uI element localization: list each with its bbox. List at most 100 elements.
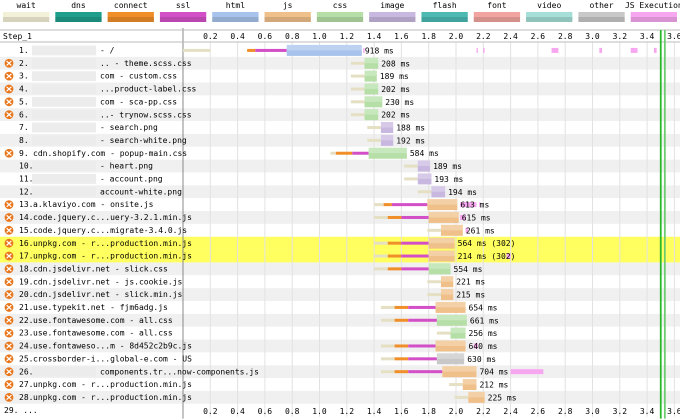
request-label: - / xyxy=(100,46,115,55)
row-background xyxy=(0,403,680,417)
ssl-bar xyxy=(408,370,443,374)
wait-bar xyxy=(367,138,381,142)
more-requests-label: 29. ... xyxy=(4,406,38,415)
ssl-bar xyxy=(408,344,436,348)
request-time: 230 ms xyxy=(385,98,414,107)
download-bar-highlight xyxy=(431,186,446,192)
legend-swatch xyxy=(212,12,259,22)
request-time: 704 ms xyxy=(479,368,508,377)
tick-label-bottom: 2.2 xyxy=(476,407,491,416)
request-time: 630 ms xyxy=(467,355,496,364)
legend-swatch-shade xyxy=(630,17,677,22)
request-time: 202 ms xyxy=(381,111,410,120)
request-time: 189 ms xyxy=(433,162,462,171)
legend-swatch-shade xyxy=(212,17,259,22)
row-background xyxy=(0,133,680,147)
legend-swatch xyxy=(264,12,311,22)
legend-swatch xyxy=(421,12,468,22)
download-bar xyxy=(436,353,465,365)
lock-icon-mark xyxy=(6,266,12,272)
row-background xyxy=(0,262,680,276)
download-bar-highlight xyxy=(440,289,454,295)
ssl-bar xyxy=(401,254,429,258)
row-background xyxy=(0,301,680,314)
wait-bar xyxy=(427,293,441,297)
tick-label-bottom: 0.4 xyxy=(230,407,245,416)
connect-bar xyxy=(383,203,392,207)
request-number: 12. xyxy=(19,187,33,196)
download-bar-highlight xyxy=(286,44,362,51)
ssl-bar xyxy=(391,203,428,207)
wait-bar xyxy=(417,190,432,194)
request-label: code.jquery.c...migrate-3.4.0.js xyxy=(33,226,187,235)
lock-icon-mark xyxy=(6,394,12,401)
lock-icon-mark xyxy=(6,317,12,323)
download-bar-highlight xyxy=(368,147,407,154)
legend-swatch-shade xyxy=(526,17,573,22)
legend-swatch xyxy=(3,12,50,22)
wait-bar xyxy=(436,331,451,335)
download-bar-highlight xyxy=(380,122,394,128)
legend-label-font: font xyxy=(487,1,506,10)
download-bar-highlight xyxy=(364,83,379,89)
download-bar xyxy=(364,96,383,108)
lock-icon-mark xyxy=(6,240,12,246)
request-number: 24. xyxy=(19,342,33,351)
request-label: use.fontawesome.com - all.css xyxy=(33,329,173,338)
request-time: 225 ms xyxy=(488,393,517,402)
download-bar xyxy=(468,391,485,403)
row-background xyxy=(0,56,680,70)
js-exec-mark xyxy=(510,369,544,375)
request-bars: 918 ms 208 ms 189 ms 202 ms 230 ms 202 ms 188 … xyxy=(183,44,657,403)
lock-icon-mark xyxy=(6,150,12,156)
tick-label-bottom: 1.6 xyxy=(394,407,409,416)
request-time: 202 ms xyxy=(381,85,410,94)
ssl-bar xyxy=(352,151,369,155)
tick-label-bottom: 3.2 xyxy=(613,407,628,416)
wait-bar xyxy=(380,344,395,348)
js-exec-mark xyxy=(363,47,365,53)
row-background xyxy=(0,108,680,122)
lock-icon-mark xyxy=(6,253,12,259)
download-bar xyxy=(440,276,454,288)
tick-label-top: 3.0 xyxy=(585,32,600,41)
lock-icon-mark xyxy=(6,279,12,285)
download-bar xyxy=(380,134,394,146)
legend-swatch xyxy=(630,12,677,22)
download-bar xyxy=(364,57,379,69)
lock-icon-mark xyxy=(6,201,12,208)
download-bar-highlight xyxy=(428,250,455,257)
tick-label-top: 0.8 xyxy=(285,32,300,41)
legend-label-image: image xyxy=(380,1,404,10)
download-bar xyxy=(428,263,451,275)
download-bar-highlight xyxy=(428,211,459,218)
request-label: cdn.shopify.com - popup-main.css xyxy=(33,149,187,158)
request-time: 212 ms xyxy=(479,381,508,390)
legend-swatch xyxy=(369,12,416,22)
legend-swatch-shade xyxy=(3,17,50,22)
download-bar-highlight xyxy=(436,353,465,359)
row-background xyxy=(0,211,680,224)
wait-bar xyxy=(350,100,365,104)
redacted-hostname xyxy=(32,122,96,133)
legend-swatch xyxy=(55,12,102,22)
request-number: 7. xyxy=(19,123,29,132)
request-label: - account.png xyxy=(100,175,163,184)
ssl-bar xyxy=(401,241,429,245)
wait-bar xyxy=(380,305,395,309)
request-time: 189 ms xyxy=(380,72,409,81)
wait-bar xyxy=(449,383,463,387)
request-number: 9. xyxy=(19,149,29,158)
timing-markers xyxy=(659,30,666,419)
download-bar-highlight xyxy=(417,173,432,179)
connect-bar xyxy=(394,318,409,322)
download-bar xyxy=(380,122,394,134)
row-background xyxy=(0,69,680,83)
axis-bottom: 0.2 0.4 0.6 0.8 1.0 1.2 1.4 1.6 1.8 2.0 2.2 2.4 2.6 2… xyxy=(203,407,680,416)
request-label: use.fontawesome.com - all.css xyxy=(33,316,173,325)
request-time: 554 ms xyxy=(454,265,483,274)
row-background xyxy=(0,95,680,109)
tick-label-bottom: 2.8 xyxy=(558,407,573,416)
request-label: com - custom.css xyxy=(100,72,177,81)
tick-label-top: 1.2 xyxy=(340,32,355,41)
